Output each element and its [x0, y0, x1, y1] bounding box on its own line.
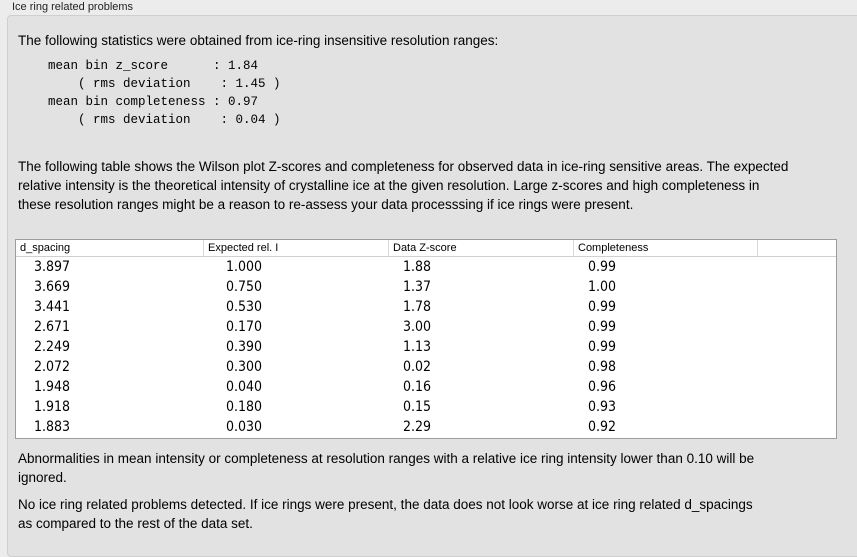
table-cell: 0.390 — [226, 339, 263, 355]
table-cell: 0.99 — [588, 259, 617, 275]
table-cell: 0.16 — [403, 379, 432, 395]
table-cell: 0.99 — [588, 299, 617, 315]
table-cell: 3.669 — [34, 279, 71, 295]
table-cell: 1.88 — [403, 259, 432, 275]
table-cell: 2.072 — [34, 359, 71, 375]
table-row[interactable]: 1.918 0.180 0.15 0.93 — [16, 397, 836, 417]
table-row[interactable]: 3.897 1.000 1.88 0.99 — [16, 257, 836, 277]
table-cell: 3.897 — [34, 259, 71, 275]
stats-block: mean bin z_score : 1.84 ( rms deviation … — [48, 59, 281, 127]
table-cell: 1.13 — [403, 339, 432, 355]
table-cell: 1.78 — [403, 299, 432, 315]
table-row[interactable]: 2.249 0.390 1.13 0.99 — [16, 337, 836, 357]
table-cell: 0.92 — [588, 419, 617, 435]
table-cell: 0.030 — [226, 419, 263, 435]
table-row[interactable]: 3.669 0.750 1.37 1.00 — [16, 277, 836, 297]
table-cell: 0.530 — [226, 299, 263, 315]
table-cell: 1.948 — [34, 379, 71, 395]
table-cell: 2.249 — [34, 339, 71, 355]
table-cell: 3.441 — [34, 299, 71, 315]
table-cell: 0.170 — [226, 319, 263, 335]
table-cell: 0.96 — [588, 379, 617, 395]
intro-text: The following statistics were obtained f… — [18, 33, 499, 48]
table-cell: 1.000 — [226, 259, 263, 275]
column-header-d-spacing[interactable]: d_spacing — [16, 240, 204, 256]
table-cell: 2.671 — [34, 319, 71, 335]
table-row[interactable]: 1.948 0.040 0.16 0.96 — [16, 377, 836, 397]
table-cell: 0.99 — [588, 339, 617, 355]
table-cell: 1.00 — [588, 279, 617, 295]
column-header-data-z-score[interactable]: Data Z-score — [389, 240, 574, 256]
table-cell: 0.98 — [588, 359, 617, 375]
table-row[interactable]: 1.883 0.030 2.29 0.92 — [16, 417, 836, 437]
column-header-empty — [758, 240, 836, 256]
table-cell: 0.300 — [226, 359, 263, 375]
table-cell: 0.180 — [226, 399, 263, 415]
note-text: Abnormalities in mean intensity or compl… — [18, 451, 755, 485]
ice-ring-table[interactable]: d_spacing Expected rel. I Data Z-score C… — [15, 239, 837, 439]
table-cell: 0.750 — [226, 279, 263, 295]
table-row[interactable]: 3.441 0.530 1.78 0.99 — [16, 297, 836, 317]
column-header-expected-rel-i[interactable]: Expected rel. I — [204, 240, 389, 256]
table-cell: 1.37 — [403, 279, 432, 295]
table-intro-text: The following table shows the Wilson plo… — [18, 159, 789, 212]
table-cell: 0.99 — [588, 319, 617, 335]
table-row[interactable]: 2.072 0.300 0.02 0.98 — [16, 357, 836, 377]
table-cell: 0.02 — [403, 359, 432, 375]
table-row[interactable]: 2.671 0.170 3.00 0.99 — [16, 317, 836, 337]
table-cell: 0.93 — [588, 399, 617, 415]
table-header: d_spacing Expected rel. I Data Z-score C… — [16, 240, 836, 257]
group-box-title: Ice ring related problems — [12, 1, 134, 13]
conclusion-text: No ice ring related problems detected. I… — [18, 497, 753, 531]
table-cell: 1.918 — [34, 399, 71, 415]
table-cell: 1.883 — [34, 419, 71, 435]
table-cell: 2.29 — [403, 419, 432, 435]
table-cell: 0.15 — [403, 399, 432, 415]
table-cell: 3.00 — [403, 319, 432, 335]
column-header-completeness[interactable]: Completeness — [574, 240, 758, 256]
table-cell: 0.040 — [226, 379, 263, 395]
